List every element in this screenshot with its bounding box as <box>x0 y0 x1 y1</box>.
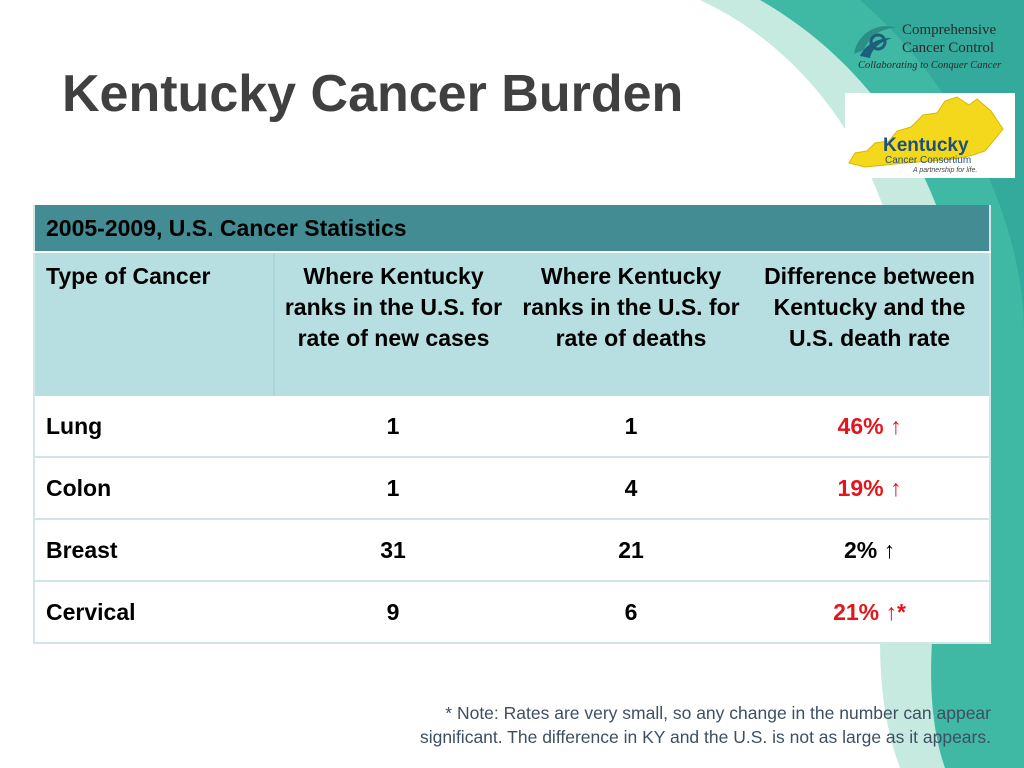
page-title: Kentucky Cancer Burden <box>62 65 684 123</box>
cancer-statistics-table: 2005-2009, U.S. Cancer Statistics Type o… <box>33 205 992 644</box>
new-cases-rank-cell: 1 <box>274 457 512 520</box>
difference-cell: 46% ↑ <box>750 396 991 458</box>
table-header-row: Type of Cancer Where Kentucky ranks in t… <box>34 252 991 396</box>
ccc-swirl-icon <box>854 26 896 58</box>
table-caption: 2005-2009, U.S. Cancer Statistics <box>34 205 991 253</box>
column-header-death-rate-difference: Difference between Kentucky and the U.S.… <box>750 252 991 396</box>
cancer-type-cell: Lung <box>34 396 274 458</box>
comprehensive-cancer-control-logo: Comprehensive Cancer Control Collaborati… <box>846 18 1011 78</box>
kcc-logo-name: Kentucky <box>883 135 969 156</box>
deaths-rank-cell: 4 <box>512 457 750 520</box>
table-caption-row: 2005-2009, U.S. Cancer Statistics <box>34 205 991 253</box>
ccc-logo-line2: Cancer Control <box>902 40 995 56</box>
footnote-line1: * Note: Rates are very small, so any cha… <box>445 703 991 723</box>
column-header-deaths-rank: Where Kentucky ranks in the U.S. for rat… <box>512 252 750 396</box>
table-row: Breast 31 21 2% ↑ <box>34 519 991 582</box>
ccc-logo-tagline: Collaborating to Conquer Cancer <box>858 60 1002 71</box>
column-header-type: Type of Cancer <box>34 252 275 396</box>
kentucky-cancer-consortium-logo: Kentucky Cancer Consortium A partnership… <box>845 93 1015 178</box>
deaths-rank-cell: 6 <box>512 581 750 644</box>
kentucky-state-map-icon <box>848 96 1004 168</box>
table-row: Colon 1 4 19% ↑ <box>34 457 991 520</box>
kcc-logo-subtitle: Cancer Consortium <box>885 155 972 166</box>
footnote: * Note: Rates are very small, so any cha… <box>311 701 991 749</box>
new-cases-rank-cell: 31 <box>274 519 512 582</box>
table-row: Lung 1 1 46% ↑ <box>34 396 991 458</box>
new-cases-rank-cell: 1 <box>274 396 512 458</box>
difference-cell: 2% ↑ <box>750 519 991 582</box>
ccc-logo-line1: Comprehensive <box>902 22 997 38</box>
difference-cell: 19% ↑ <box>750 457 991 520</box>
cancer-type-cell: Cervical <box>34 581 274 644</box>
cancer-type-cell: Breast <box>34 519 274 582</box>
deaths-rank-cell: 21 <box>512 519 750 582</box>
deaths-rank-cell: 1 <box>512 396 750 458</box>
difference-cell: 21% ↑* <box>750 581 991 644</box>
column-header-new-cases-rank: Where Kentucky ranks in the U.S. for rat… <box>274 252 512 396</box>
cancer-type-cell: Colon <box>34 457 274 520</box>
new-cases-rank-cell: 9 <box>274 581 512 644</box>
table-row: Cervical 9 6 21% ↑* <box>34 581 991 644</box>
kcc-logo-tagline: A partnership for life. <box>913 167 978 174</box>
footnote-line2: significant. The difference in KY and th… <box>419 727 991 747</box>
